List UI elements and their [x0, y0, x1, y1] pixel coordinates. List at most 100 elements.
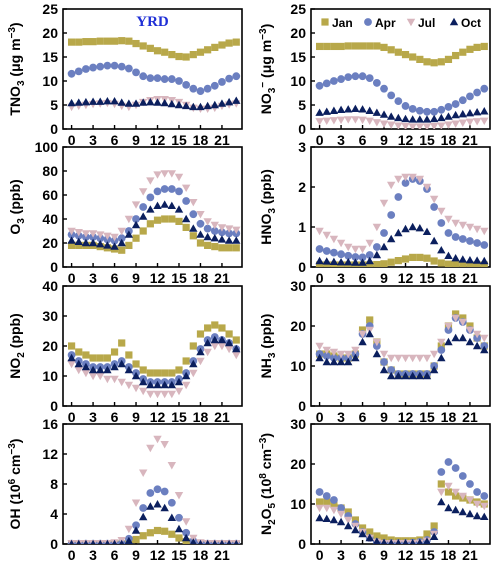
point-oct-h6: [110, 96, 119, 105]
point-jan-h2: [330, 42, 338, 51]
point-jul-h8: [124, 381, 134, 390]
point-oct-h5: [103, 241, 112, 249]
point-jan-h15: [175, 52, 183, 61]
point-apr-h17: [437, 468, 446, 476]
point-jul-h13: [408, 173, 417, 182]
point-apr-h13: [160, 185, 169, 193]
point-jan-h7: [118, 37, 126, 45]
point-oct-h19: [203, 101, 212, 110]
point-oct-h0: [315, 353, 324, 362]
series-oct: [67, 335, 241, 389]
point-apr-h7: [117, 62, 126, 71]
point-jan-h22: [473, 43, 481, 51]
point-oct-h2: [83, 539, 89, 544]
data-points: [315, 310, 489, 380]
point-jul-h4: [344, 243, 353, 252]
point-oct-h23: [480, 512, 489, 520]
legend-marker-apr: [364, 18, 372, 26]
point-jul-h20: [458, 318, 467, 327]
point-apr-h2: [330, 248, 338, 257]
point-jan-h23: [232, 244, 240, 252]
point-oct-h5: [103, 365, 112, 374]
point-jan-h7: [118, 339, 126, 347]
point-oct-h13: [160, 503, 169, 512]
point-oct-h16: [181, 214, 191, 223]
point-oct-h4: [96, 240, 105, 248]
point-jan-h13: [161, 527, 169, 535]
point-apr-h21: [466, 237, 474, 245]
point-jul-h10: [386, 121, 396, 129]
x-tick-label: 15: [171, 547, 187, 563]
point-jul-h5: [103, 232, 112, 240]
point-apr-h17: [189, 84, 198, 93]
series-apr: [315, 458, 489, 544]
point-jul-h8: [372, 119, 382, 127]
point-jul-h11: [394, 175, 403, 184]
point-oct-h22: [472, 108, 482, 116]
y-tick-label: 20: [42, 25, 58, 41]
y-tick-label: 3: [298, 139, 306, 155]
point-jul-h3: [336, 239, 346, 248]
point-oct-h8: [124, 365, 134, 374]
point-jan-h14: [416, 253, 424, 261]
y-tick-label: 10: [42, 73, 58, 89]
point-jan-h7: [366, 316, 374, 324]
point-oct-h3: [336, 258, 346, 266]
point-apr-h9: [380, 84, 388, 93]
point-jan-h23: [480, 261, 488, 267]
point-jul-h23: [232, 226, 241, 234]
point-jul-h15: [422, 183, 432, 192]
point-jan-h16: [182, 357, 190, 365]
point-oct-h16: [181, 533, 191, 542]
point-jan-h9: [380, 534, 388, 542]
y-tick-label: 12: [42, 446, 58, 462]
point-jul-h2: [329, 506, 339, 515]
point-oct-h15: [174, 100, 184, 109]
point-apr-h20: [458, 96, 467, 105]
point-jul-h15: [174, 387, 184, 396]
point-oct-h0: [315, 256, 324, 265]
point-apr-h21: [218, 78, 226, 86]
point-oct-h7: [365, 329, 374, 338]
point-jan-h8: [373, 532, 381, 540]
point-jan-h10: [139, 227, 147, 235]
point-oct-h13: [408, 371, 417, 380]
legend: Jan Apr Jul Oct: [321, 16, 481, 30]
point-apr-h5: [351, 72, 360, 81]
point-apr-h21: [218, 228, 226, 237]
series-apr: [315, 175, 489, 262]
point-jul-h4: [96, 231, 105, 239]
x-tick-label: 18: [193, 547, 209, 563]
point-jul-h20: [458, 221, 467, 230]
point-apr-h17: [437, 219, 446, 227]
point-oct-h22: [472, 341, 482, 350]
point-oct-h7: [365, 533, 374, 542]
x-tick-label: 0: [68, 547, 76, 563]
axes-frame: [310, 146, 491, 268]
y-tick-label: 40: [42, 211, 58, 227]
point-oct-h2: [81, 97, 91, 106]
point-oct-h9: [379, 242, 389, 251]
y-tick-label: 30: [290, 278, 306, 294]
point-jan-h11: [146, 529, 154, 537]
series-oct: [315, 497, 489, 544]
point-oct-h4: [344, 258, 353, 266]
point-oct-h6: [110, 242, 119, 250]
point-jul-h11: [394, 122, 403, 129]
point-jul-h22: [472, 118, 482, 126]
point-oct-h17: [437, 353, 446, 362]
point-jul-h4: [344, 516, 353, 525]
point-jul-h14: [415, 123, 425, 129]
point-jan-h6: [358, 42, 367, 50]
point-jan-h23: [232, 38, 240, 46]
point-apr-h3: [89, 63, 97, 72]
point-oct-h4: [96, 97, 105, 105]
point-jul-h3: [88, 372, 98, 381]
series-jul: [315, 173, 489, 254]
point-jan-h18: [196, 239, 205, 247]
series-apr: [67, 485, 241, 544]
point-jan-h17: [437, 58, 445, 66]
series-apr: [315, 72, 489, 116]
point-oct-h20: [210, 335, 219, 344]
point-oct-h1: [322, 107, 331, 115]
